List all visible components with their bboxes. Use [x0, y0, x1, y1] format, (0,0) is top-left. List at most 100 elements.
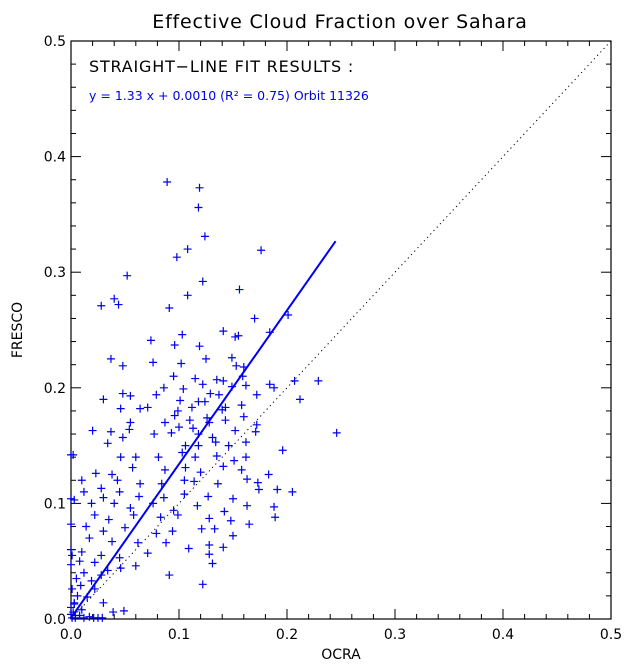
data-point	[185, 416, 194, 425]
data-point	[79, 568, 88, 577]
data-point	[231, 426, 240, 435]
data-point	[198, 277, 207, 286]
data-point	[77, 547, 86, 556]
data-point	[183, 245, 192, 254]
y-tick-label: 0.5	[44, 34, 66, 50]
data-point	[118, 361, 127, 370]
data-point	[136, 404, 145, 413]
data-point	[273, 485, 282, 494]
data-point	[113, 476, 122, 485]
data-point	[190, 477, 199, 486]
data-point	[150, 430, 159, 439]
data-point	[77, 476, 86, 485]
data-point	[191, 374, 200, 383]
y-tick-label: 0.0	[44, 612, 66, 628]
data-point	[203, 413, 212, 422]
data-point	[97, 484, 106, 493]
data-point	[67, 603, 75, 612]
data-point	[189, 424, 198, 433]
data-point	[219, 327, 228, 336]
data-point	[284, 310, 293, 319]
data-point	[67, 545, 75, 554]
y-tick-label: 0.3	[44, 265, 66, 281]
data-point	[136, 479, 145, 488]
data-point	[85, 612, 94, 621]
data-point	[253, 478, 262, 487]
data-point	[170, 411, 179, 420]
data-point	[110, 499, 119, 508]
data-point	[270, 502, 279, 511]
data-point	[114, 300, 123, 309]
data-point	[218, 405, 227, 414]
x-tick-label: 0.0	[60, 627, 82, 643]
data-point	[106, 427, 115, 436]
data-point	[271, 513, 280, 522]
data-point	[208, 433, 217, 442]
data-point	[200, 232, 209, 241]
data-point	[232, 361, 241, 370]
fit-results-heading: STRAIGHT−LINE FIT RESULTS :	[89, 57, 354, 76]
data-point	[143, 549, 152, 558]
data-point	[270, 383, 279, 392]
data-point	[108, 470, 117, 479]
data-point	[73, 591, 82, 600]
data-point	[175, 423, 183, 432]
data-point	[131, 561, 140, 570]
data-point	[314, 376, 323, 385]
data-point	[90, 510, 99, 519]
data-point	[237, 465, 246, 474]
data-point	[79, 613, 88, 622]
data-point	[241, 381, 250, 390]
data-point	[254, 485, 263, 494]
data-point	[126, 504, 135, 513]
data-point	[204, 492, 213, 501]
data-point	[229, 531, 237, 540]
data-point	[195, 183, 204, 192]
data-point	[180, 490, 189, 499]
data-point	[116, 564, 125, 573]
data-point	[210, 524, 219, 533]
data-point	[160, 465, 169, 474]
data-point	[159, 493, 168, 502]
data-point	[265, 380, 274, 389]
data-point	[97, 551, 106, 560]
x-tick-label: 0.5	[600, 627, 622, 643]
data-point	[149, 358, 158, 367]
data-point	[104, 515, 113, 524]
data-point	[252, 420, 261, 429]
data-point	[229, 494, 237, 503]
data-point	[295, 395, 304, 404]
data-point	[219, 376, 228, 385]
data-point	[208, 559, 217, 568]
data-point	[75, 557, 84, 566]
data-point	[231, 332, 240, 341]
y-axis-label: FRESCO	[10, 302, 26, 358]
data-point	[178, 448, 187, 457]
data-point	[115, 487, 124, 496]
data-point	[198, 580, 207, 589]
data-point	[220, 507, 229, 516]
data-point	[103, 439, 112, 448]
data-point	[160, 418, 169, 427]
x-tick-label: 0.1	[168, 627, 190, 643]
data-point	[252, 390, 261, 399]
data-point	[241, 438, 250, 447]
data-point	[239, 412, 248, 421]
x-tick-label: 0.2	[276, 627, 298, 643]
data-point	[278, 446, 287, 455]
data-point	[212, 375, 221, 384]
data-point	[125, 425, 134, 434]
data-point	[243, 475, 252, 484]
data-point	[67, 494, 75, 503]
data-point	[226, 516, 235, 525]
plot-frame	[70, 40, 612, 620]
data-point	[184, 544, 193, 553]
data-point	[97, 301, 106, 310]
data-point	[99, 395, 108, 404]
data-point	[87, 576, 96, 585]
data-point	[206, 389, 215, 398]
data-point	[176, 396, 185, 405]
chart-title: Effective Cloud Fraction over Sahara	[152, 11, 527, 33]
data-point	[159, 383, 168, 392]
data-point	[202, 354, 210, 363]
